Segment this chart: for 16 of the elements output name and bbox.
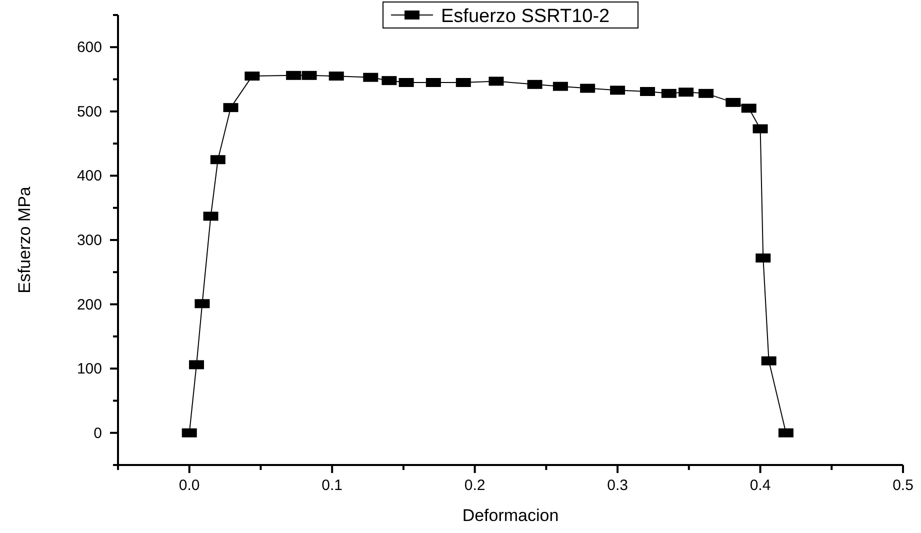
y-tick-label: 400 [76, 168, 102, 185]
x-tick-label: 0.1 [322, 477, 343, 494]
y-axis-title: Esfuerzo MPa [15, 186, 34, 294]
y-tick-label: 0 [94, 424, 102, 442]
legend-label: Esfuerzo SSRT10-2 [441, 6, 610, 27]
y-tick-label: 300 [76, 232, 102, 249]
y-tick-label: 500 [76, 103, 102, 120]
y-tick-label: 100 [76, 360, 102, 378]
x-axis-title: Deformacion [462, 506, 559, 525]
x-tick-label: 0.5 [892, 477, 914, 494]
x-tick-label: 0.4 [750, 477, 771, 494]
y-tick-label: 600 [76, 39, 102, 56]
x-tick-label: 0.3 [607, 477, 628, 494]
x-tick-label: 0.0 [178, 477, 200, 494]
y-tick-label: 200 [76, 296, 102, 314]
x-tick-label: 0.2 [464, 477, 486, 494]
